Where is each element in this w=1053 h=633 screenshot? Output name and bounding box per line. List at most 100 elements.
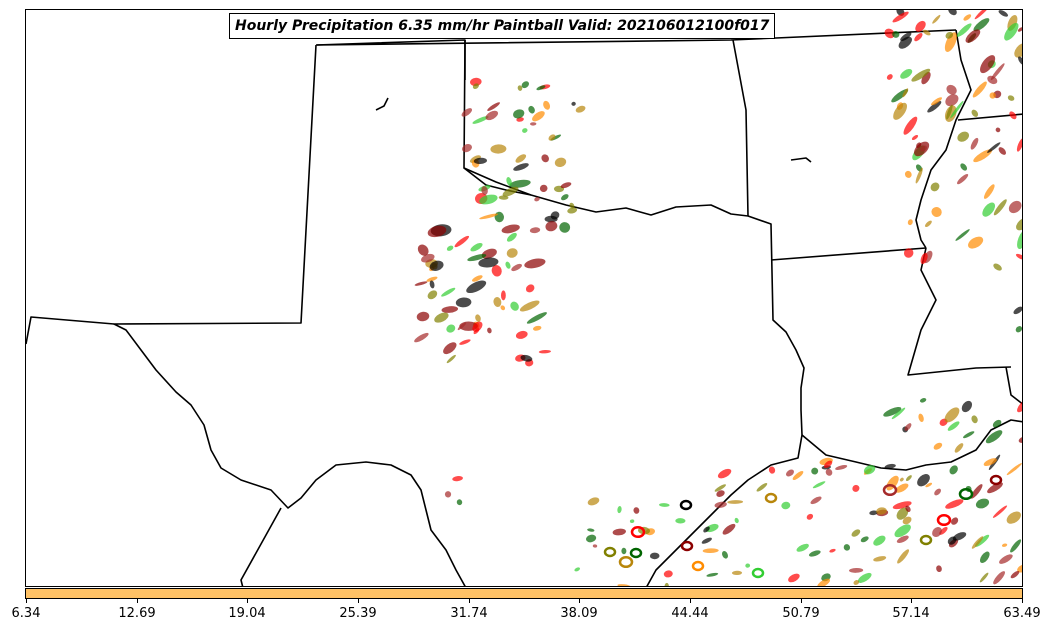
paintball-blob [571, 101, 576, 106]
paintball-blob [947, 536, 957, 545]
paintball-blob [475, 314, 481, 322]
paintball-blob [1016, 138, 1022, 152]
paintball-ring [764, 492, 778, 504]
paintball-ring [603, 546, 617, 558]
paintball-blob [446, 324, 456, 333]
paintball-blob [951, 517, 959, 525]
paintball-blob [1007, 95, 1015, 101]
paintball-blob [788, 573, 800, 583]
colorbar-tick-mark [136, 599, 138, 603]
paintball-ring [919, 534, 933, 546]
paintball-blob [812, 481, 826, 489]
paintball-blob [585, 534, 597, 543]
paintball-blob [1008, 200, 1022, 214]
paintball-blob [946, 104, 953, 120]
paintball-blob [519, 300, 540, 312]
paintball-blob [903, 116, 918, 135]
paintball-blob [470, 77, 482, 87]
paintball-blob [792, 470, 804, 481]
paintball-blob [559, 222, 571, 233]
paintball-blob [587, 497, 600, 506]
paintball-blob [621, 547, 627, 555]
paintball-blob [992, 505, 1008, 518]
paintball-blob [971, 415, 978, 424]
precipitation-map [26, 10, 1022, 586]
paintball-blob [429, 260, 444, 271]
paintball-blob [703, 526, 710, 533]
paintball-blob [479, 213, 499, 220]
paintball-blob [731, 570, 743, 576]
paintball-blob [481, 186, 488, 195]
paintball-blob [414, 281, 428, 286]
mississippi-river [915, 29, 972, 249]
paintball-blob [970, 137, 979, 150]
paintball-blob [506, 248, 518, 258]
paintball-blob [530, 122, 537, 126]
paintball-blob [421, 253, 435, 263]
paintball-blob [955, 229, 970, 241]
paintball-blob [920, 252, 928, 265]
paintball-blob [886, 74, 893, 80]
paintball-blob [852, 484, 860, 492]
paintball-blob [884, 28, 895, 39]
paintball-blob [1016, 218, 1022, 231]
paintball-blob [883, 406, 902, 417]
paintball-blob [945, 31, 954, 39]
paintball-blob [629, 519, 635, 524]
paintball-blob [824, 460, 833, 468]
paintball-blob [933, 442, 943, 450]
paintball-blob [925, 482, 933, 488]
paintball-blob [1017, 229, 1022, 250]
paintball-blob [520, 354, 533, 362]
paintball-blob [796, 543, 809, 552]
paintball-blob [971, 109, 979, 117]
paintball-blob [633, 507, 640, 514]
paintball-blob [911, 68, 931, 82]
paintball-blob [896, 535, 909, 544]
paintball-blob [461, 108, 473, 117]
colorbar [25, 588, 1023, 599]
paintball-blob [454, 235, 470, 248]
paintball-blob [932, 526, 942, 538]
paintball-blob [768, 466, 776, 474]
paintball-blob [902, 88, 909, 98]
paintball-blob [954, 443, 964, 453]
paintball-blob [446, 245, 454, 251]
paintball-blob [414, 332, 429, 343]
paintball-blob [973, 18, 990, 32]
paintball-blob [716, 490, 725, 497]
paintball-blob [1010, 570, 1020, 579]
colorbar-tick-label: 38.09 [560, 606, 598, 621]
paintball-blob [849, 567, 864, 573]
paintball-blob [968, 236, 984, 249]
paintball-blob [560, 182, 572, 189]
paintball-blob [923, 29, 931, 36]
paintball-ring [751, 567, 765, 579]
paintball-blob [756, 483, 768, 492]
paintball-blob [524, 258, 546, 269]
paintball-blob [526, 312, 547, 324]
colorbar-tick-mark [689, 599, 691, 603]
paintball-blob [467, 254, 487, 262]
paintball-blob [961, 400, 973, 413]
paintball-blob [515, 154, 527, 163]
paintball-blob [452, 476, 463, 482]
paintball-blob [806, 513, 814, 520]
paintball-blob [427, 225, 447, 238]
paintball-blob [860, 536, 869, 543]
texas-rio-grande [113, 44, 466, 586]
paintball-blob [536, 85, 546, 91]
paintball-blob [944, 407, 960, 423]
paintball-blob [429, 280, 435, 289]
paintball-blob [985, 430, 1003, 444]
paintball-blob [1014, 43, 1022, 58]
paintball-blob [545, 221, 558, 232]
paintball-blob [567, 207, 578, 214]
paintball-blob [869, 510, 878, 516]
paintball-blob [945, 499, 964, 509]
paintball-blob [443, 342, 457, 355]
paintball-blob [946, 84, 957, 95]
paintball-blob [810, 496, 822, 505]
paintball-blob [932, 14, 941, 24]
paintball-blob [490, 144, 507, 154]
